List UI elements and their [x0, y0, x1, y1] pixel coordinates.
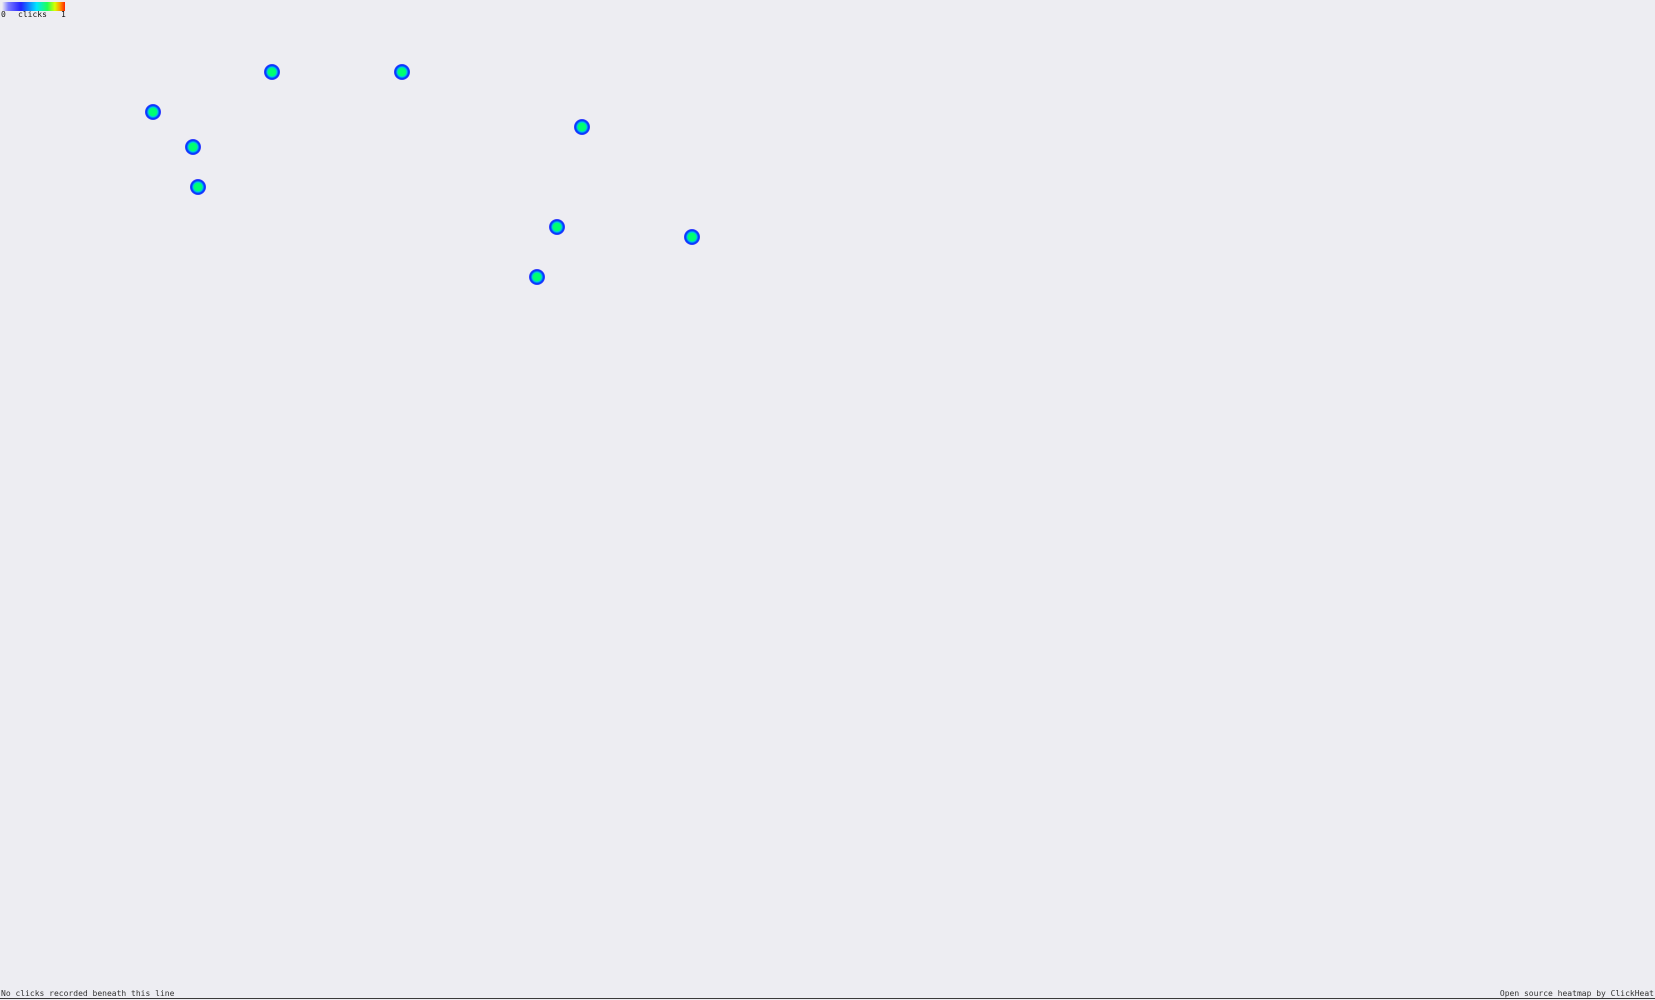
bottom-cutoff-line: [0, 998, 1655, 999]
click-hotspot: [185, 139, 201, 155]
heatmap-legend: 0 clicks 1: [0, 0, 66, 20]
click-hotspot: [529, 269, 545, 285]
legend-unit-label: clicks: [18, 10, 47, 19]
legend-max-label: 1: [61, 10, 66, 19]
click-hotspot: [394, 64, 410, 80]
no-clicks-note: No clicks recorded beneath this line: [1, 989, 175, 998]
click-hotspot: [264, 64, 280, 80]
clickheat-credit: Open source heatmap by ClickHeat: [1499, 989, 1654, 998]
click-hotspot: [190, 179, 206, 195]
click-hotspot: [549, 219, 565, 235]
click-hotspot: [145, 104, 161, 120]
click-hotspot: [684, 229, 700, 245]
legend-min-label: 0: [1, 10, 6, 19]
click-hotspot: [574, 119, 590, 135]
legend-gradient-bar: [2, 2, 65, 11]
